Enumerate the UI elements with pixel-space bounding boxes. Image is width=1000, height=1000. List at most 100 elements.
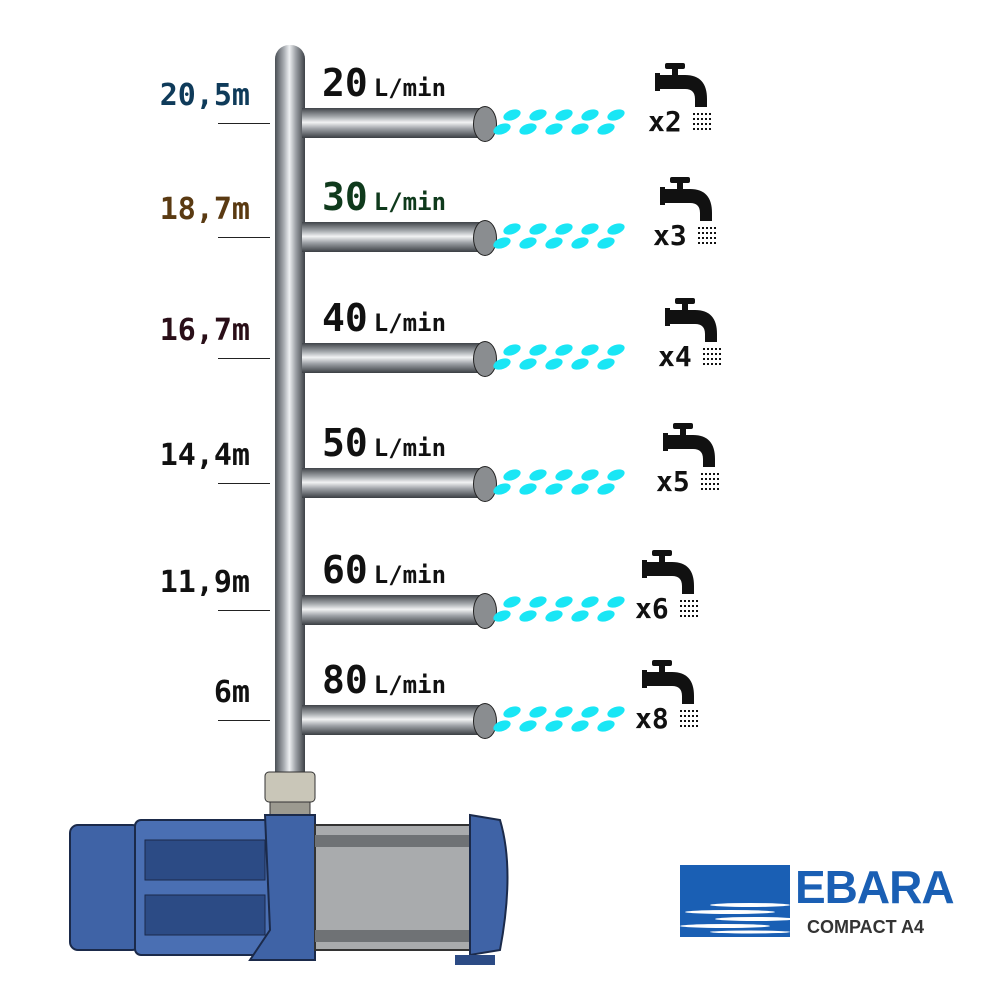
height-label: 16,7m (159, 313, 250, 348)
water-drop-icon (493, 720, 511, 732)
water-drop-icon (597, 720, 615, 732)
faucet-icon (660, 177, 720, 251)
water-drop-icon (571, 237, 589, 249)
water-drop-icon (545, 123, 563, 135)
height-marker-line (218, 237, 270, 238)
height-marker-line (218, 123, 270, 124)
faucet-icon (642, 550, 702, 624)
water-stream (493, 223, 625, 249)
tap-multiplier: x2 (648, 105, 682, 138)
water-drop-icon (545, 610, 563, 622)
water-drop-icon (519, 358, 537, 370)
tap-multiplier: x6 (635, 592, 669, 625)
height-marker-line (218, 610, 270, 611)
height-label: 20,5m (159, 78, 250, 113)
vertical-pipe (275, 45, 305, 780)
water-stream (493, 469, 625, 495)
water-drop-icon (493, 358, 511, 370)
water-drop-icon (519, 123, 537, 135)
water-drop-icon (581, 223, 599, 235)
water-drop-icon (493, 483, 511, 495)
water-drop-icon (545, 483, 563, 495)
pipe-cap (473, 593, 497, 629)
water-drop-icon (493, 610, 511, 622)
water-drop-icon (529, 109, 547, 121)
outlet-pipe (302, 595, 480, 625)
water-drop-icon (607, 344, 625, 356)
water-drop-icon (597, 483, 615, 495)
water-drop-icon (529, 706, 547, 718)
water-drop-icon (597, 358, 615, 370)
height-label: 6m (213, 675, 250, 710)
water-drop-icon (555, 706, 573, 718)
water-drop-icon (607, 706, 625, 718)
water-drop-icon (597, 123, 615, 135)
water-drop-icon (519, 610, 537, 622)
water-drop-icon (503, 223, 521, 235)
water-drop-icon (503, 706, 521, 718)
pump-illustration (69, 771, 509, 965)
flow-rate-label: 20 L/min (322, 61, 447, 105)
pipe-cap (473, 106, 497, 142)
water-drop-icon (519, 237, 537, 249)
water-stream (493, 109, 625, 135)
water-drop-icon (545, 358, 563, 370)
flow-rate-label: 60 L/min (322, 548, 447, 592)
water-drop-icon (571, 610, 589, 622)
flow-rate-label: 30 L/min (322, 175, 447, 219)
water-stream (493, 596, 625, 622)
water-drop-icon (555, 109, 573, 121)
model-name: COMPACT A4 (807, 917, 924, 937)
water-drop-icon (571, 720, 589, 732)
water-drop-icon (519, 483, 537, 495)
height-marker-line (218, 358, 270, 359)
water-drop-icon (519, 720, 537, 732)
water-drop-icon (607, 109, 625, 121)
water-drop-icon (581, 344, 599, 356)
water-drop-icon (493, 237, 511, 249)
outlet-pipe (302, 222, 480, 252)
water-drop-icon (607, 596, 625, 608)
water-drop-icon (529, 344, 547, 356)
water-drop-icon (503, 344, 521, 356)
water-drop-icon (581, 109, 599, 121)
water-drop-icon (597, 610, 615, 622)
ebara-logo-mark (680, 865, 790, 937)
flow-rate-label: 80 L/min (322, 658, 447, 702)
pipe-cap (473, 341, 497, 377)
outlet-pipe (302, 705, 480, 735)
flow-rate-label: 40 L/min (322, 296, 447, 340)
water-drop-icon (581, 596, 599, 608)
outlet-pipe (302, 108, 480, 138)
tap-multiplier: x8 (635, 702, 669, 735)
tap-multiplier: x3 (653, 219, 687, 252)
water-drop-icon (607, 223, 625, 235)
water-drop-icon (503, 596, 521, 608)
height-label: 14,4m (159, 438, 250, 473)
faucet-icon (665, 298, 725, 372)
water-drop-icon (555, 469, 573, 481)
outlet-pipe (302, 343, 480, 373)
water-drop-icon (571, 358, 589, 370)
water-drop-icon (529, 223, 547, 235)
water-drop-icon (555, 596, 573, 608)
water-drop-icon (607, 469, 625, 481)
pipe-cap (473, 703, 497, 739)
water-stream (493, 344, 625, 370)
tap-multiplier: x4 (658, 340, 692, 373)
height-marker-line (218, 720, 270, 721)
water-drop-icon (581, 469, 599, 481)
outlet-pipe (302, 468, 480, 498)
water-drop-icon (571, 483, 589, 495)
flow-rate-label: 50 L/min (322, 421, 447, 465)
water-drop-icon (529, 596, 547, 608)
water-drop-icon (503, 109, 521, 121)
tap-multiplier: x5 (656, 465, 690, 498)
water-drop-icon (503, 469, 521, 481)
water-drop-icon (545, 237, 563, 249)
brand-name: EBARA (795, 861, 955, 913)
water-drop-icon (597, 237, 615, 249)
water-drop-icon (555, 344, 573, 356)
water-drop-icon (493, 123, 511, 135)
height-label: 11,9m (159, 565, 250, 600)
